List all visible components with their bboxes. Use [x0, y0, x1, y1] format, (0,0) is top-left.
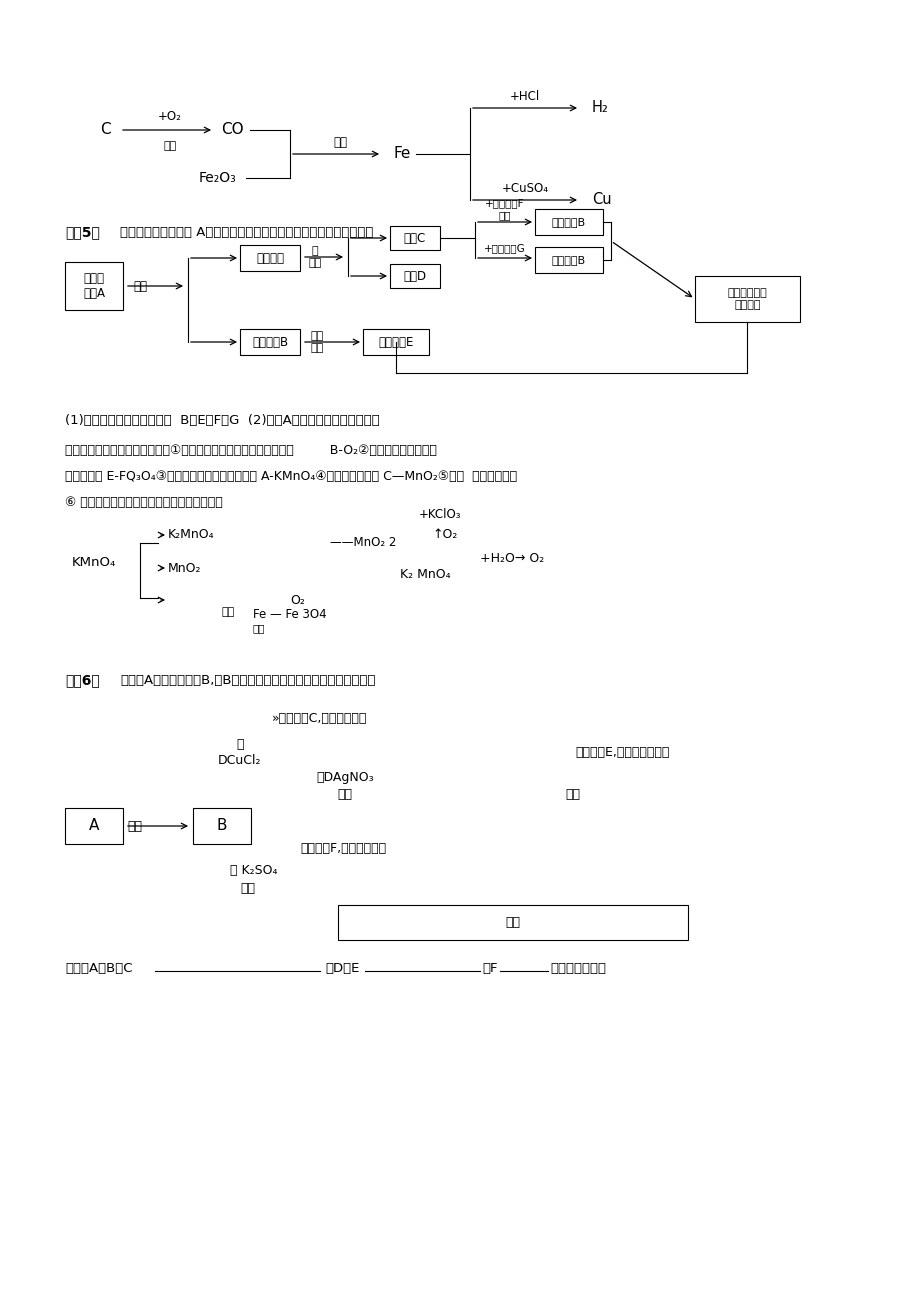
- Text: +白色固体F
加热: +白色固体F 加热: [484, 198, 524, 220]
- Text: 白色沉淀E,不溶解于稀硝酸: 白色沉淀E,不溶解于稀硝酸: [574, 747, 669, 760]
- Text: K₂ MnO₄: K₂ MnO₄: [400, 568, 450, 581]
- Text: Cu: Cu: [591, 193, 611, 207]
- Text: 无色气体B: 无色气体B: [551, 218, 585, 227]
- Text: 能使带火星的
木条复燃: 能使带火星的 木条复燃: [727, 288, 766, 310]
- Text: 高温: 高温: [333, 136, 346, 149]
- Text: C: C: [99, 122, 110, 138]
- Text: (1)写出下列物质的化学式：  B；E；F；G  (2)写出A受热分解的化学方程式：: (1)写出下列物质的化学式： B；E；F；G (2)写出A受热分解的化学方程式：: [65, 413, 380, 426]
- Text: ↑O₂: ↑O₂: [432, 529, 457, 542]
- Text: Fe₂O₃: Fe₂O₃: [199, 171, 236, 185]
- Bar: [390, 225, 439, 250]
- Text: B: B: [217, 818, 227, 834]
- Text: 、F: 、F: [482, 962, 497, 975]
- Text: 【例6】: 【例6】: [65, 674, 99, 687]
- Bar: [65, 262, 123, 310]
- Text: 【例5】: 【例5】: [65, 225, 100, 238]
- Text: 氧化物A加水生成溶液B,将B溶液分成两份，分别作实验，步骤如下：: 氧化物A加水生成溶液B,将B溶液分成两份，分别作实验，步骤如下：: [119, 674, 375, 687]
- Text: +O₂: +O₂: [158, 109, 182, 122]
- Text: A: A: [89, 818, 99, 834]
- Bar: [193, 808, 251, 844]
- Text: 力: 力: [236, 739, 244, 752]
- Text: 无色气体B: 无色气体B: [551, 255, 585, 265]
- Text: 无色气体B: 无色气体B: [252, 335, 288, 348]
- Text: 白色沉淀F,不溶于稀硝酸: 白色沉淀F,不溶于稀硝酸: [300, 842, 386, 855]
- Text: +CuSO₄: +CuSO₄: [501, 181, 548, 194]
- Text: 固体物质: 固体物质: [255, 251, 284, 265]
- Text: DCuCl₂: DCuCl₂: [218, 753, 262, 766]
- Text: 过滤: 过滤: [240, 882, 255, 894]
- Bar: [535, 208, 602, 235]
- Text: 滤液: 滤液: [564, 788, 579, 801]
- Bar: [240, 245, 300, 271]
- Text: 点燃: 点燃: [164, 141, 176, 151]
- Bar: [363, 328, 428, 354]
- Text: 点燃: 点燃: [253, 623, 266, 633]
- Text: Fe — Fe 3O4: Fe — Fe 3O4: [253, 609, 326, 622]
- Text: +HCl: +HCl: [509, 90, 539, 103]
- Text: +H₂O→ O₂: +H₂O→ O₂: [480, 551, 544, 564]
- Text: MnO₂: MnO₂: [168, 562, 201, 575]
- Text: 试推断A、B、C: 试推断A、B、C: [65, 962, 132, 975]
- Text: 水
过滤: 水 过滤: [308, 246, 322, 268]
- Text: 固体C: 固体C: [403, 232, 425, 245]
- Text: 力DAgNO₃: 力DAgNO₃: [316, 771, 373, 784]
- Text: +KClO₃: +KClO₃: [418, 508, 460, 521]
- Bar: [390, 265, 439, 288]
- Text: 过滤: 过滤: [337, 788, 352, 801]
- Text: K₂MnO₄: K₂MnO₄: [168, 529, 214, 542]
- Text: 鐵丝
点燃: 鐵丝 点燃: [310, 331, 323, 353]
- Text: ——MnO₂ 2: ——MnO₂ 2: [330, 536, 396, 549]
- Text: 溶液D: 溶液D: [403, 270, 426, 283]
- Text: H₂: H₂: [591, 100, 608, 116]
- Text: 加 K₂SO₄: 加 K₂SO₄: [230, 864, 278, 877]
- Text: »蓝色沉淀C,溶解于稀硝酸: »蓝色沉淀C,溶解于稀硝酸: [272, 711, 368, 724]
- Text: 、D、E: 、D、E: [324, 962, 359, 975]
- Bar: [337, 906, 687, 939]
- Text: 小红对暗紫色消毒粉 A进行实验，实验过程如下图。请回答下列问题：: 小红对暗紫色消毒粉 A进行实验，实验过程如下图。请回答下列问题：: [119, 225, 373, 238]
- Text: CO: CO: [221, 122, 243, 138]
- Text: 成黑色固体 E-FQ₃O₄③加热能生成。的暗紫色粉未 A-KMnO₄④不溶于水的固体 C—MnO₂⑤固液  反应生成氧气: 成黑色固体 E-FQ₃O₄③加热能生成。的暗紫色粉未 A-KMnO₄④不溶于水的…: [65, 469, 516, 482]
- Bar: [535, 248, 602, 274]
- Text: 黑色固体E: 黑色固体E: [378, 335, 414, 348]
- Text: O₂: O₂: [289, 593, 304, 606]
- Text: +无色溶液G: +无色溶液G: [483, 242, 526, 253]
- Text: 加热: 加热: [133, 280, 147, 292]
- Bar: [65, 808, 123, 844]
- Text: Fe: Fe: [393, 146, 410, 162]
- Text: 点燃: 点燃: [221, 607, 234, 618]
- Text: ⑥ 固固加热生成氧气形成物质间的反应网络：: ⑥ 固固加热生成氧气形成物质间的反应网络：: [65, 495, 222, 508]
- Text: 各是什么物质。: 各是什么物质。: [550, 962, 606, 975]
- Bar: [240, 328, 300, 354]
- Text: 加水: 加水: [128, 820, 142, 833]
- Text: 滤液: 滤液: [505, 916, 520, 929]
- Bar: [694, 276, 800, 322]
- Text: 暗紫色
粉末A: 暗紫色 粉末A: [83, 272, 105, 300]
- Text: KMnO₄: KMnO₄: [72, 555, 116, 568]
- Text: 题目分析：本题的信息采集点：①能使带火星的木条复燃的无色气体         B-O₂②鐵丝在氧气中燃烧生: 题目分析：本题的信息采集点：①能使带火星的木条复燃的无色气体 B-O₂②鐵丝在氧…: [65, 443, 437, 456]
